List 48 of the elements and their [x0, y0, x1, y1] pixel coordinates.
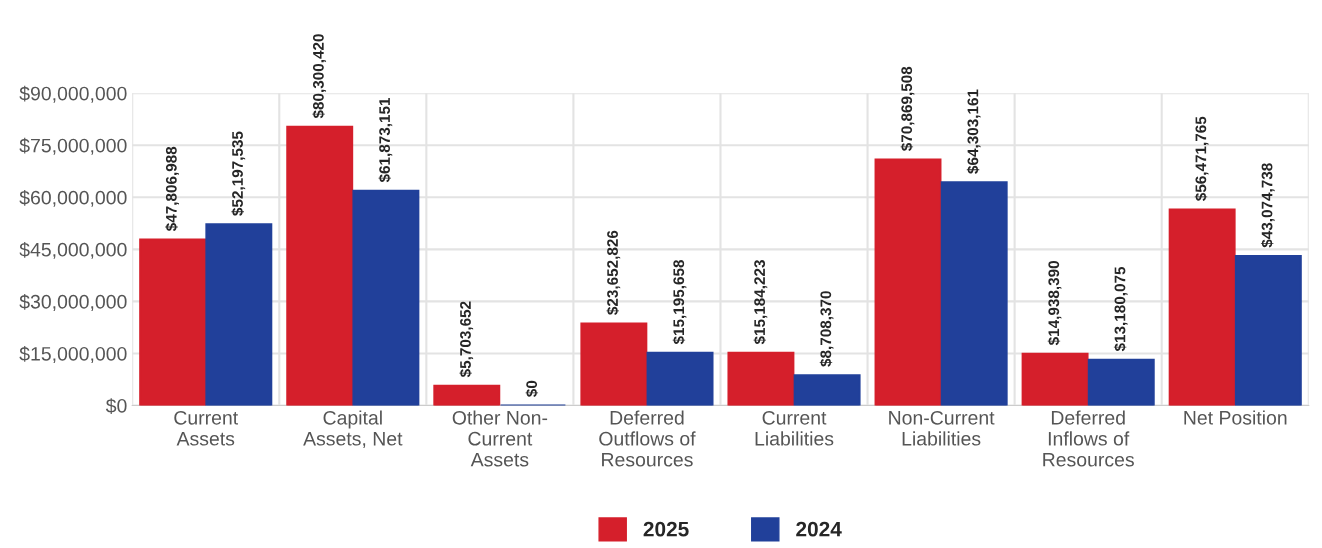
y-tick-label: $75,000,000 — [19, 137, 127, 155]
data-label: $43,074,738 — [1260, 163, 1275, 248]
data-label: $47,806,988 — [165, 146, 179, 232]
data-label: $5,703,652 — [459, 301, 474, 378]
data-label: $13,180,075 — [1113, 266, 1128, 352]
data-label: $61,873,151 — [378, 97, 393, 183]
x-tick-label: Deferred Outflows of Resources — [599, 410, 696, 467]
x-tick-label: Capital Assets, Net — [303, 410, 403, 448]
bar — [286, 125, 354, 406]
data-label: $80,300,420 — [312, 34, 327, 119]
x-tick-label: Net Position — [1184, 410, 1287, 425]
bar — [580, 322, 648, 406]
data-label: $56,471,765 — [1194, 116, 1209, 201]
data-label: $70,869,508 — [900, 66, 915, 152]
bar — [352, 189, 420, 406]
bar — [646, 351, 714, 406]
y-tick-label: $15,000,000 — [19, 346, 127, 363]
data-label: $52,197,535 — [231, 131, 246, 216]
x-tick-label: Current Liabilities — [755, 410, 834, 446]
y-tick-label: $0 — [105, 398, 127, 414]
data-label: $64,303,161 — [966, 89, 981, 174]
bar — [1087, 358, 1155, 406]
bar — [139, 238, 207, 406]
x-tick-label: Deferred Inflows of Resources — [1043, 410, 1134, 467]
bar — [1021, 352, 1089, 406]
y-tick-label: $60,000,000 — [19, 189, 127, 207]
x-tick-label: Current Assets — [174, 410, 239, 446]
data-label: $15,184,223 — [753, 260, 768, 345]
bar — [727, 351, 795, 406]
bar — [940, 181, 1008, 406]
x-tick-label: Other Non- Current Assets — [452, 410, 548, 467]
data-label: $23,652,826 — [606, 230, 621, 315]
x-tick-label: Non-Current Liabilities — [889, 410, 995, 446]
data-label: $14,938,390 — [1047, 261, 1062, 346]
bar — [874, 158, 942, 406]
bar — [205, 223, 273, 406]
data-label: $0 — [525, 380, 539, 397]
data-label: $8,708,370 — [819, 291, 834, 367]
legend-label: 2024 — [796, 521, 842, 537]
y-tick-label: $45,000,000 — [19, 241, 127, 259]
bar — [433, 384, 501, 406]
legend-label: 2025 — [643, 521, 689, 537]
bar — [793, 374, 861, 406]
bar — [1168, 208, 1236, 406]
y-tick-label: $90,000,000 — [19, 85, 127, 103]
data-label: $15,195,658 — [672, 259, 687, 345]
bar — [1234, 254, 1302, 406]
y-tick-label: $30,000,000 — [19, 294, 127, 311]
